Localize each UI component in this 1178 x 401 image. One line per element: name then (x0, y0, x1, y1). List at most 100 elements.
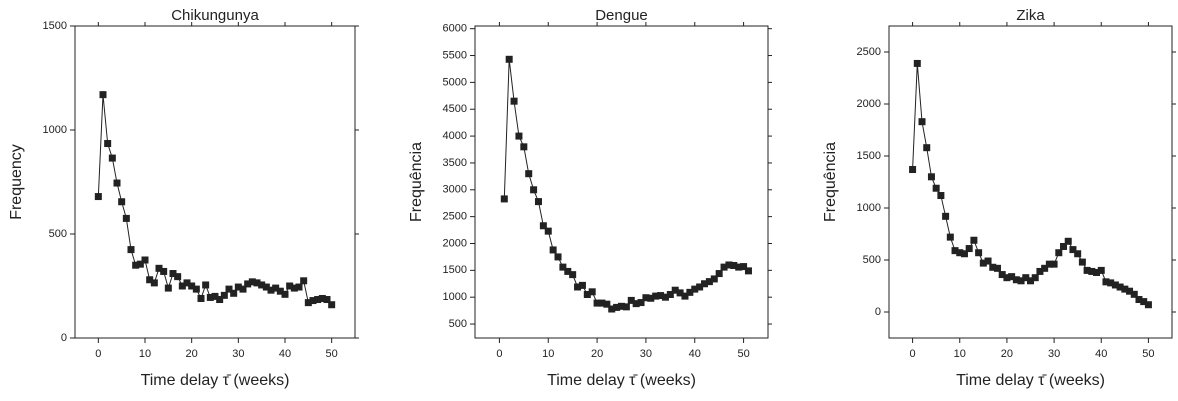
data-point (99, 91, 107, 99)
y-axis-label: Frequency (8, 144, 25, 220)
y-tick-label: 5500 (443, 49, 467, 61)
data-point (178, 282, 186, 290)
data-point (104, 140, 112, 148)
data-point (136, 260, 144, 268)
data-point (1003, 274, 1011, 282)
x-tick-label: 40 (1095, 348, 1107, 360)
data-point (318, 294, 326, 302)
data-point (500, 195, 508, 203)
data-point (1140, 298, 1148, 306)
y-tick-label: 2000 (857, 98, 881, 110)
data-point (1102, 278, 1110, 286)
data-point (918, 118, 926, 126)
y-tick-label: 1500 (443, 264, 467, 276)
data-point (637, 299, 645, 307)
data-point (696, 283, 704, 291)
data-point (1050, 260, 1058, 268)
data-point (295, 283, 303, 291)
data-point (1116, 283, 1124, 291)
x-tick-label: 0 (95, 348, 101, 360)
data-point (622, 303, 630, 311)
data-point (225, 285, 233, 293)
data-point (554, 253, 562, 261)
data-point (1036, 267, 1044, 275)
data-point (984, 257, 992, 265)
y-axis-label: Frequência (408, 142, 425, 222)
data-point (216, 296, 224, 304)
data-point (132, 261, 140, 269)
x-tick-label: 40 (689, 348, 701, 360)
data-point (127, 246, 135, 254)
series-line (97, 94, 333, 306)
data-point (1144, 301, 1152, 309)
data-point (544, 227, 552, 235)
data-point (122, 214, 130, 222)
x-tick-label: 40 (279, 348, 291, 360)
data-point (942, 212, 950, 220)
y-tick-label: 4000 (443, 130, 467, 142)
data-point (913, 59, 921, 67)
data-point (272, 284, 280, 292)
data-point (300, 277, 308, 285)
data-point (613, 303, 621, 311)
data-point (681, 292, 689, 300)
data-point (627, 296, 635, 304)
data-point (676, 289, 684, 297)
data-point (248, 278, 256, 286)
data-point (740, 263, 748, 271)
y-tick-label: 500 (49, 228, 67, 240)
data-point (1008, 273, 1016, 281)
data-point (965, 245, 973, 253)
data-point (956, 249, 964, 257)
y-tick-label: 6000 (443, 23, 467, 35)
data-point (206, 293, 214, 301)
data-point (998, 271, 1006, 279)
data-point (1130, 290, 1138, 298)
x-tick-label: 30 (232, 348, 244, 360)
data-point (314, 296, 322, 304)
data-point (188, 282, 196, 290)
data-point (652, 292, 660, 300)
data-point (1031, 274, 1039, 282)
data-point (608, 305, 616, 313)
data-point (578, 281, 586, 289)
data-point (234, 283, 242, 291)
data-point (642, 294, 650, 302)
y-tick-label: 4500 (443, 103, 467, 115)
data-point (710, 275, 718, 283)
data-point (520, 143, 528, 151)
x-tick-label: 20 (591, 348, 603, 360)
data-point (1022, 274, 1030, 282)
data-point (951, 247, 959, 255)
y-tick-label: 1000 (443, 291, 467, 303)
x-tick-label: 50 (326, 348, 338, 360)
data-point (583, 291, 591, 299)
data-point (574, 283, 582, 291)
data-point (1074, 250, 1082, 258)
x-tick-label: 20 (1001, 348, 1013, 360)
data-point (169, 270, 177, 278)
y-tick-label: 3500 (443, 157, 467, 169)
data-point (705, 278, 713, 286)
data-point (1017, 277, 1025, 285)
x-tick-label: 30 (640, 348, 652, 360)
y-tick-label: 1500 (857, 150, 881, 162)
data-point (1083, 266, 1091, 274)
data-point (564, 267, 572, 275)
data-point (993, 264, 1001, 272)
y-tick-label: 5000 (443, 76, 467, 88)
data-point (505, 55, 513, 63)
data-point (720, 263, 728, 271)
plot-frame (888, 25, 1173, 339)
data-point (202, 281, 210, 289)
data-point (534, 198, 542, 206)
y-tick-label: 3000 (443, 184, 467, 196)
data-point (183, 279, 191, 287)
data-point (1045, 260, 1053, 268)
data-point (328, 301, 336, 309)
data-point (657, 292, 665, 300)
y-axis-label: Frequência (822, 142, 839, 222)
data-point (1060, 242, 1068, 250)
data-point (530, 186, 538, 194)
data-point (323, 296, 331, 304)
